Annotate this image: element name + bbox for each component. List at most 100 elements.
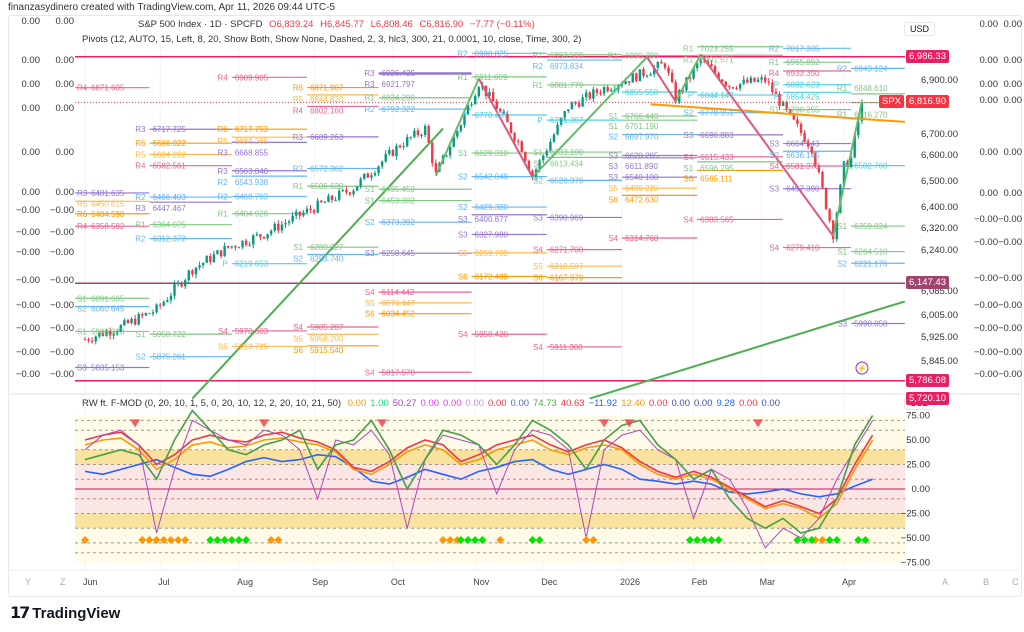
tradingview-logo[interactable]: 𝟭𝟳 TradingView bbox=[10, 603, 120, 623]
pivot-level-value: 6834.290 bbox=[382, 94, 416, 103]
oscillator-legend[interactable]: RW ft. F-MOD (0, 20, 10, 1, 5, 0, 20, 10… bbox=[82, 398, 784, 409]
candle-body bbox=[94, 336, 97, 342]
left-axis-label: 0.00 bbox=[22, 55, 41, 66]
pivot-level-value: 6404.926 bbox=[235, 210, 269, 219]
candle-body bbox=[248, 244, 251, 246]
candle-body bbox=[602, 87, 606, 94]
pivot-level-name: S2 bbox=[458, 173, 468, 182]
pivot-level-value: 6114.442 bbox=[382, 288, 415, 297]
pivot-level-name: S2 bbox=[458, 203, 468, 212]
pivot-level-name: S5 bbox=[608, 184, 618, 193]
pivot-level-name: S4 bbox=[683, 215, 693, 224]
pivot-level-name: S3 bbox=[458, 230, 468, 239]
pivot-level-name: S2 bbox=[769, 151, 779, 160]
left-axis-label: −0.00 bbox=[50, 247, 74, 258]
candle-body bbox=[656, 62, 659, 68]
extra-axis-label: −0.00 bbox=[998, 369, 1022, 380]
candle-body bbox=[416, 130, 420, 136]
pivot-level-name: S3 bbox=[458, 215, 468, 224]
candle-body bbox=[667, 67, 670, 73]
pivot-level-value: 6499.220 bbox=[625, 184, 659, 193]
green-diamond-icon bbox=[854, 535, 863, 544]
sell-triangle-icon bbox=[624, 419, 635, 428]
pivot-level-name: S4 bbox=[458, 330, 468, 339]
trendline bbox=[589, 300, 906, 400]
candle-body bbox=[796, 119, 799, 124]
candle-body bbox=[209, 256, 212, 262]
green-diamond-icon bbox=[714, 535, 723, 544]
candle-body bbox=[366, 173, 370, 178]
pivot-level-value: 6453.382 bbox=[382, 197, 416, 206]
pivot-level-value: 6933.350 bbox=[786, 69, 820, 78]
candle-body bbox=[610, 89, 613, 92]
candle-body bbox=[234, 246, 237, 248]
scale-letter-button[interactable]: C bbox=[1012, 577, 1019, 587]
left-axis-label: −0.00 bbox=[50, 323, 74, 334]
candle-body bbox=[427, 125, 430, 143]
pivot-level-name: R1 bbox=[608, 51, 619, 60]
pivot-level-name: R3 bbox=[364, 69, 375, 78]
pivot-level-name: S3 bbox=[533, 213, 543, 222]
pivot-level-name: S3 bbox=[608, 173, 618, 182]
pivot-level-name: S3 bbox=[77, 364, 87, 373]
candle-body bbox=[660, 62, 663, 64]
pivots-legend[interactable]: Pivots (12, AUTO, 15, Left, 8, 20, Show … bbox=[82, 34, 582, 45]
candle-body bbox=[377, 166, 380, 174]
pivot-level-name: R2 bbox=[769, 44, 780, 53]
pivot-level-name: R4 bbox=[77, 84, 88, 93]
pivot-level-name: S4 bbox=[218, 327, 228, 336]
symbol-name[interactable]: S&P 500 Index · 1D · SPCFD bbox=[138, 19, 263, 30]
osc-axis-label: 0.00 bbox=[912, 484, 931, 495]
extra-axis-label: 0.00 bbox=[980, 147, 999, 158]
pivot-level-value: 6611.890 bbox=[625, 162, 658, 171]
pivot-level-value: 5958.420 bbox=[475, 330, 509, 339]
pivot-level-name: R1 bbox=[533, 51, 544, 60]
pivot-level-name: S4 bbox=[365, 288, 375, 297]
currency-label[interactable]: USD bbox=[904, 22, 936, 36]
candle-body bbox=[312, 210, 316, 213]
scale-letter-button[interactable]: Z bbox=[60, 577, 66, 587]
pivot-level-name: R1 bbox=[457, 73, 468, 82]
pivot-level-name: S2 bbox=[608, 133, 618, 142]
oscillator-value: 0.00 bbox=[510, 398, 530, 409]
candle-body bbox=[585, 92, 588, 98]
scale-letter-button[interactable]: A bbox=[942, 577, 949, 587]
left-axis-label: 0.00 bbox=[56, 103, 75, 114]
pivot-level-name: P bbox=[774, 81, 779, 90]
time-axis-label: Jun bbox=[83, 577, 98, 587]
candle-body bbox=[806, 141, 810, 147]
candle-body bbox=[223, 245, 226, 257]
candle-body bbox=[391, 149, 395, 156]
scale-letter-button[interactable]: Y bbox=[25, 577, 32, 587]
scale-letter-button[interactable]: B bbox=[983, 577, 990, 587]
pivot-level-value: 6921.797 bbox=[382, 80, 416, 89]
orange-diamond-icon bbox=[446, 535, 455, 544]
oscillator-value: 40.63 bbox=[560, 398, 585, 409]
candle-body bbox=[352, 190, 355, 195]
symbol-legend: S&P 500 Index · 1D · SPCFD O6,839.24 H6,… bbox=[138, 19, 539, 30]
pivot-level-name: S6 bbox=[533, 274, 543, 283]
orange-diamond-icon bbox=[582, 535, 591, 544]
pivot-level-name: R3 bbox=[293, 133, 304, 142]
pivot-level-value: 6998.825 bbox=[475, 49, 509, 58]
orange-diamond-icon bbox=[174, 535, 183, 544]
oscillator-value: 0.00 bbox=[443, 398, 462, 409]
candle-body bbox=[166, 300, 169, 302]
candle-body bbox=[470, 104, 473, 106]
candle-body bbox=[456, 130, 459, 137]
pivot-level-value: 6091.665 bbox=[91, 294, 125, 303]
candle-body bbox=[857, 120, 860, 136]
green-diamond-icon bbox=[234, 535, 243, 544]
candle-body bbox=[320, 200, 323, 203]
pivot-level-name: S1 bbox=[769, 106, 779, 115]
tradingview-logo-icon: 𝟭𝟳 bbox=[10, 605, 30, 622]
candle-body bbox=[567, 109, 570, 112]
candle-body bbox=[434, 163, 438, 172]
green-diamond-icon bbox=[242, 535, 251, 544]
chart-canvas[interactable]: ⚡ 6,900.00 6,700.00 6,600.00 6,500.00 6,400.0… bbox=[0, 0, 1024, 600]
price-tag: 6,147.43 bbox=[906, 276, 949, 290]
candle-body bbox=[330, 195, 334, 200]
pivot-level-value: 6528.379 bbox=[550, 176, 584, 185]
zigzag-segment bbox=[832, 101, 863, 237]
pivot-level-name: R6 bbox=[293, 84, 304, 93]
